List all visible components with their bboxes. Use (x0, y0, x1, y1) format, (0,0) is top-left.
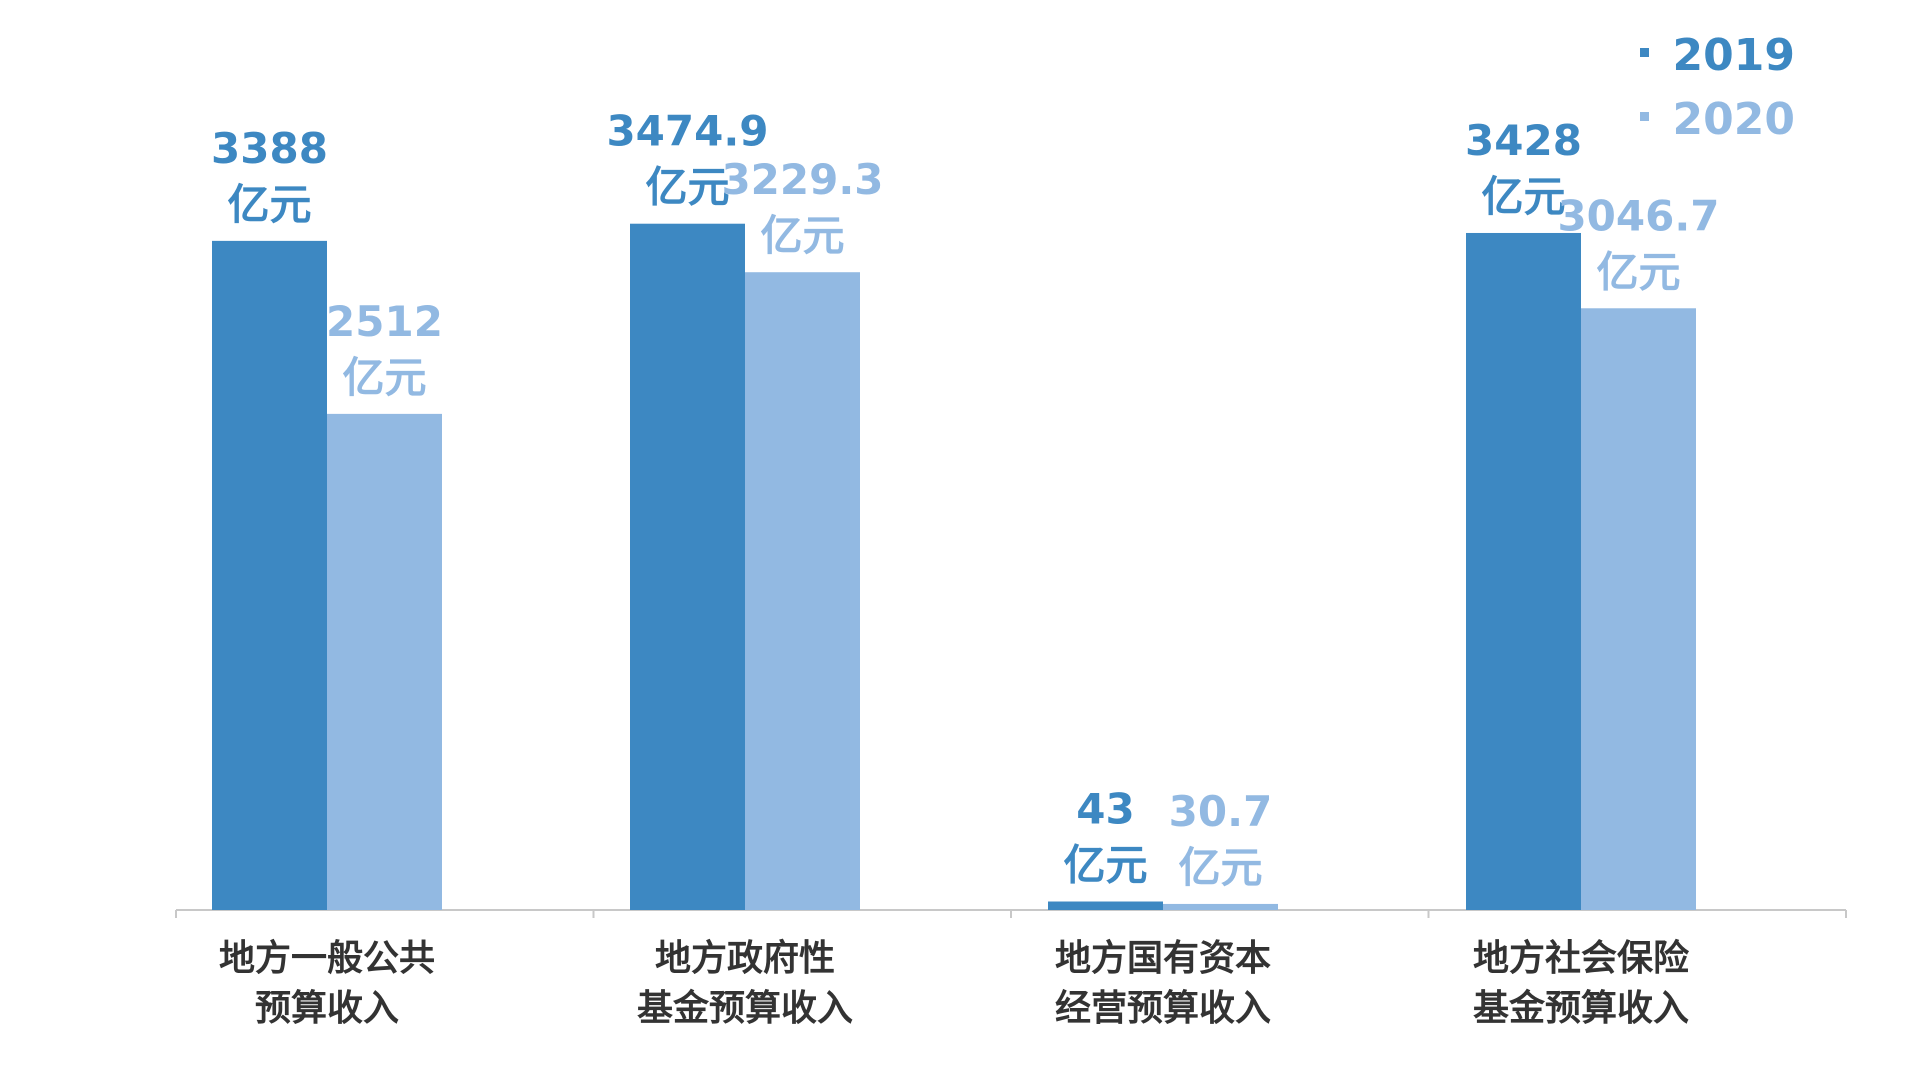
data-label-unit: 亿元 (1178, 843, 1262, 892)
category-labels: 地方一般公共预算收入地方政府性基金预算收入地方国有资本经营预算收入地方社会保险基… (219, 937, 1690, 1029)
legend-swatch-2019 (1640, 48, 1649, 57)
bar-2019-1 (630, 223, 745, 910)
data-label-unit: 亿元 (227, 180, 311, 229)
category-label: 地方社会保险 (1473, 938, 1690, 979)
data-label-value: 30.7 (1169, 787, 1273, 836)
data-label-unit: 亿元 (645, 163, 729, 212)
data-label-unit: 亿元 (1481, 172, 1565, 221)
bar-2019-2 (1048, 901, 1163, 910)
data-label-unit: 亿元 (342, 353, 426, 402)
data-label-value: 3428 (1465, 116, 1582, 165)
data-label-value: 3046.7 (1557, 191, 1719, 240)
legend-swatch-2020 (1640, 112, 1649, 121)
category-label: 地方国有资本 (1055, 938, 1271, 979)
legend: 2019 2020 (1640, 30, 1795, 145)
category-label: 地方政府性 (655, 937, 835, 979)
data-label-unit: 亿元 (760, 211, 844, 260)
data-labels: 3388亿元2512亿元3474.9亿元3229.3亿元43亿元30.7亿元34… (211, 107, 1719, 892)
category-label: 经营预算收入 (1055, 988, 1271, 1029)
data-label-value: 3229.3 (721, 155, 883, 204)
bar-2019-0 (212, 240, 327, 910)
data-label-value: 2512 (326, 297, 443, 346)
bar-2020-0 (327, 413, 442, 910)
category-label: 预算收入 (255, 988, 399, 1029)
bars (212, 223, 1696, 911)
legend-label-2020: 2020 (1673, 94, 1795, 145)
data-label-unit: 亿元 (1596, 247, 1680, 296)
bar-2020-2 (1163, 903, 1278, 910)
bar-2020-1 (745, 272, 860, 910)
category-label: 基金预算收入 (637, 987, 853, 1029)
bar-2019-3 (1466, 232, 1581, 911)
legend-label-2019: 2019 (1673, 30, 1795, 81)
data-label-unit: 亿元 (1063, 841, 1147, 890)
data-label-value: 3388 (211, 124, 328, 173)
x-axis-ticks (175, 910, 1847, 918)
data-label-value: 43 (1076, 785, 1134, 834)
category-label: 地方一般公共 (219, 938, 435, 979)
data-label-value: 3474.9 (606, 107, 768, 156)
category-label: 基金预算收入 (1473, 987, 1689, 1029)
bar-2020-3 (1581, 308, 1696, 911)
